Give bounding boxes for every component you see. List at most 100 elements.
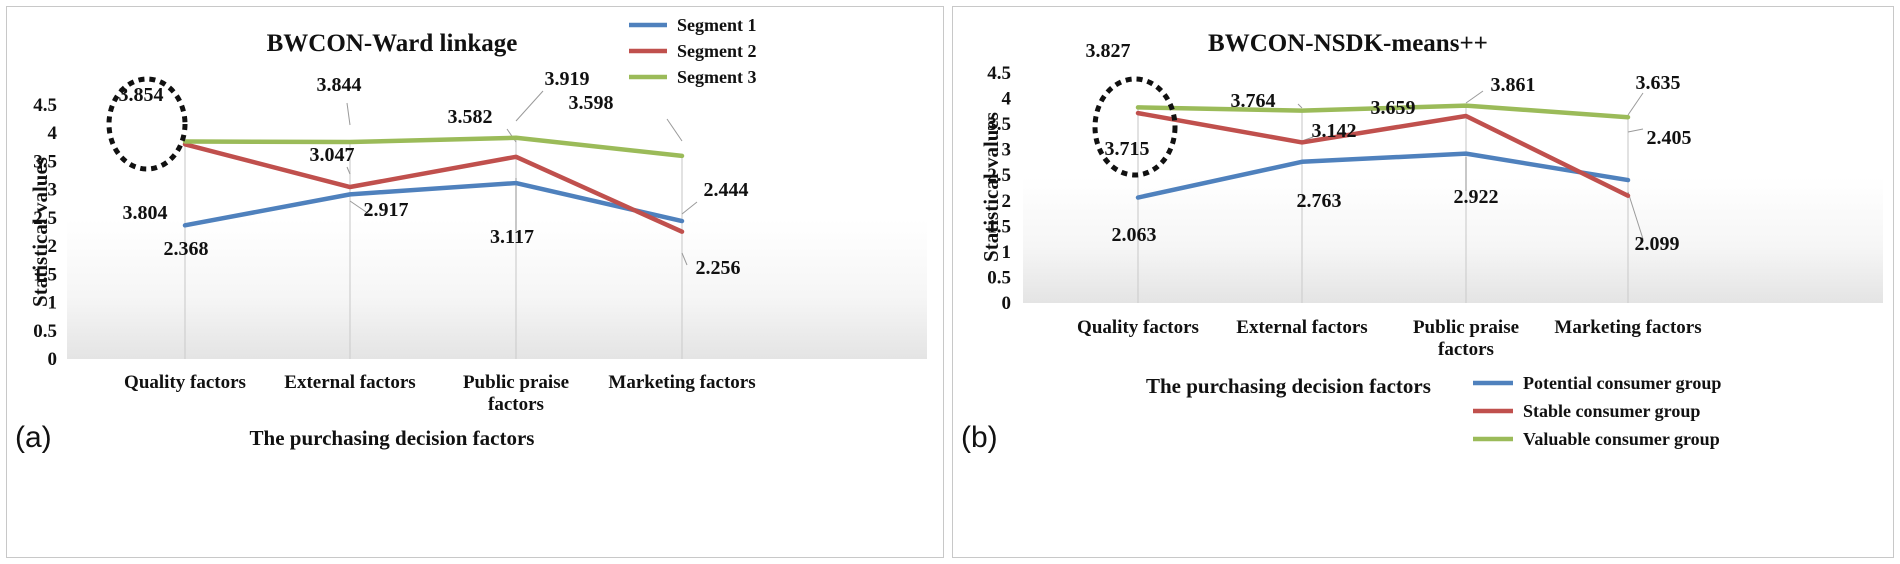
y-tick-label: 3.5 [987,114,1011,135]
y-tick-label: 0.5 [987,267,1011,288]
series-point [1464,152,1468,156]
data-label: 3.919 [545,68,590,90]
series-point [514,136,518,140]
series-point [514,181,518,185]
series-point [680,154,684,158]
x-category-label: Quality factors [1077,317,1199,338]
x-category-line: Marketing factors [1554,317,1701,338]
highlight-circle [1092,76,1178,178]
series-point [1300,140,1304,144]
legend-label: Potential consumer group [1523,373,1721,393]
y-tick-label: 1.5 [33,264,57,285]
series-point [1464,114,1468,118]
data-label: 2.922 [1454,186,1499,208]
series-point [1136,111,1140,115]
data-label: 2.256 [696,257,741,279]
y-tick-label: 4.5 [33,95,57,116]
data-label-leader [515,90,544,122]
data-label-leader [346,166,351,175]
data-label: 3.117 [490,226,534,248]
chart-panel-a: BWCON-Ward linkage 0 0.5 1 1.5 2 2.5 3 3.5 4 4.5 St… [6,6,944,558]
series-point [1626,194,1630,198]
series-point [1626,178,1630,182]
x-category-label: Marketing factors [1554,317,1701,338]
series-point [680,219,684,223]
data-label: 3.582 [448,106,493,128]
data-label: 3.827 [1086,40,1131,62]
chart-a-svg: BWCON-Ward linkage 0 0.5 1 1.5 2 2.5 3 3.5 4 4.5 St… [15,15,927,454]
x-category-label: Public praise factors [463,372,569,415]
y-tick-label: 2.5 [33,208,57,229]
plot-area-background [67,219,927,359]
series-point [183,223,187,227]
panel-tag: (a) [15,421,52,454]
y-axis-title: Statistical values [28,157,52,307]
series-point [680,230,684,234]
data-label: 3.764 [1231,90,1276,112]
x-category-line: Quality factors [124,372,246,393]
data-label-leader [666,118,683,142]
series-line-2 [182,142,685,234]
y-tick-label: 3 [1002,140,1012,161]
plot-area-background [1023,176,1883,303]
legend: Segment 1 Segment 2 Segment 3 [629,15,757,87]
y-axis-title: Statistical values [979,112,1003,262]
data-label: 3.659 [1371,97,1416,119]
x-category-line: factors [1438,339,1494,360]
x-axis-title: The purchasing decision factors [250,426,535,450]
x-category-line: factors [488,394,544,415]
x-category-label: Public praise factors [1413,317,1519,360]
y-tick-label: 3 [48,180,58,201]
series-line-3 [1135,103,1631,120]
chart-title: BWCON-NSDK-means++ [1208,30,1488,57]
x-category-line: Quality factors [1077,317,1199,338]
data-label: 3.142 [1312,120,1357,142]
y-tick-label: 0 [1002,293,1012,314]
data-label-leader [681,201,698,215]
series-point [1626,115,1630,119]
series-point [1136,196,1140,200]
data-label: 3.861 [1491,74,1536,96]
y-tick-label: 1.5 [987,216,1011,237]
y-tick-label: 0.5 [33,321,57,342]
series-point [1464,104,1468,108]
data-label-leader [1627,128,1644,133]
x-category-label: External factors [284,372,415,393]
legend-label: Segment 2 [677,41,757,61]
data-label: 2.063 [1112,224,1157,246]
x-category-line: Public praise [1413,317,1519,338]
x-category-label: External factors [1236,317,1367,338]
series-line-1 [1135,151,1631,200]
series-line-3 [182,135,685,159]
y-tick-label: 2 [48,236,58,257]
series-point [514,155,518,159]
series-line-2 [1135,110,1631,198]
highlight-circle [106,76,188,172]
chart-panel-b: BWCON-NSDK-means++ 0 0.5 1 1.5 2 2.5 3 3.5 4 4.5 St… [952,6,1894,558]
x-category-line: External factors [284,372,415,393]
y-tick-label: 3.5 [33,151,57,172]
x-category-label: Quality factors [124,372,246,393]
legend-label: Segment 3 [677,67,757,87]
data-label-leader [1297,103,1303,109]
data-label: 3.047 [310,144,355,166]
data-label: 3.635 [1636,72,1681,94]
data-label: 3.598 [569,92,614,114]
x-axis-title: The purchasing decision factors [1146,374,1431,398]
y-tick-label: 2 [1002,191,1012,212]
y-tick-label: 4 [1002,89,1012,110]
legend: Potential consumer group Stable consumer … [1473,373,1721,449]
x-category-line: Public praise [463,372,569,393]
data-label-leader [346,102,351,126]
panel-tag: (b) [961,421,998,454]
series-point [348,192,352,196]
y-tick-label: 1 [1002,242,1012,263]
series-point [1136,105,1140,109]
data-label: 2.405 [1647,127,1692,149]
data-label: 3.804 [123,202,168,224]
data-label: 3.854 [119,84,164,106]
x-category-line: Marketing factors [608,372,755,393]
y-tick-label: 0 [48,349,58,370]
data-label: 3.844 [317,74,362,96]
data-label-leader [1627,191,1644,240]
